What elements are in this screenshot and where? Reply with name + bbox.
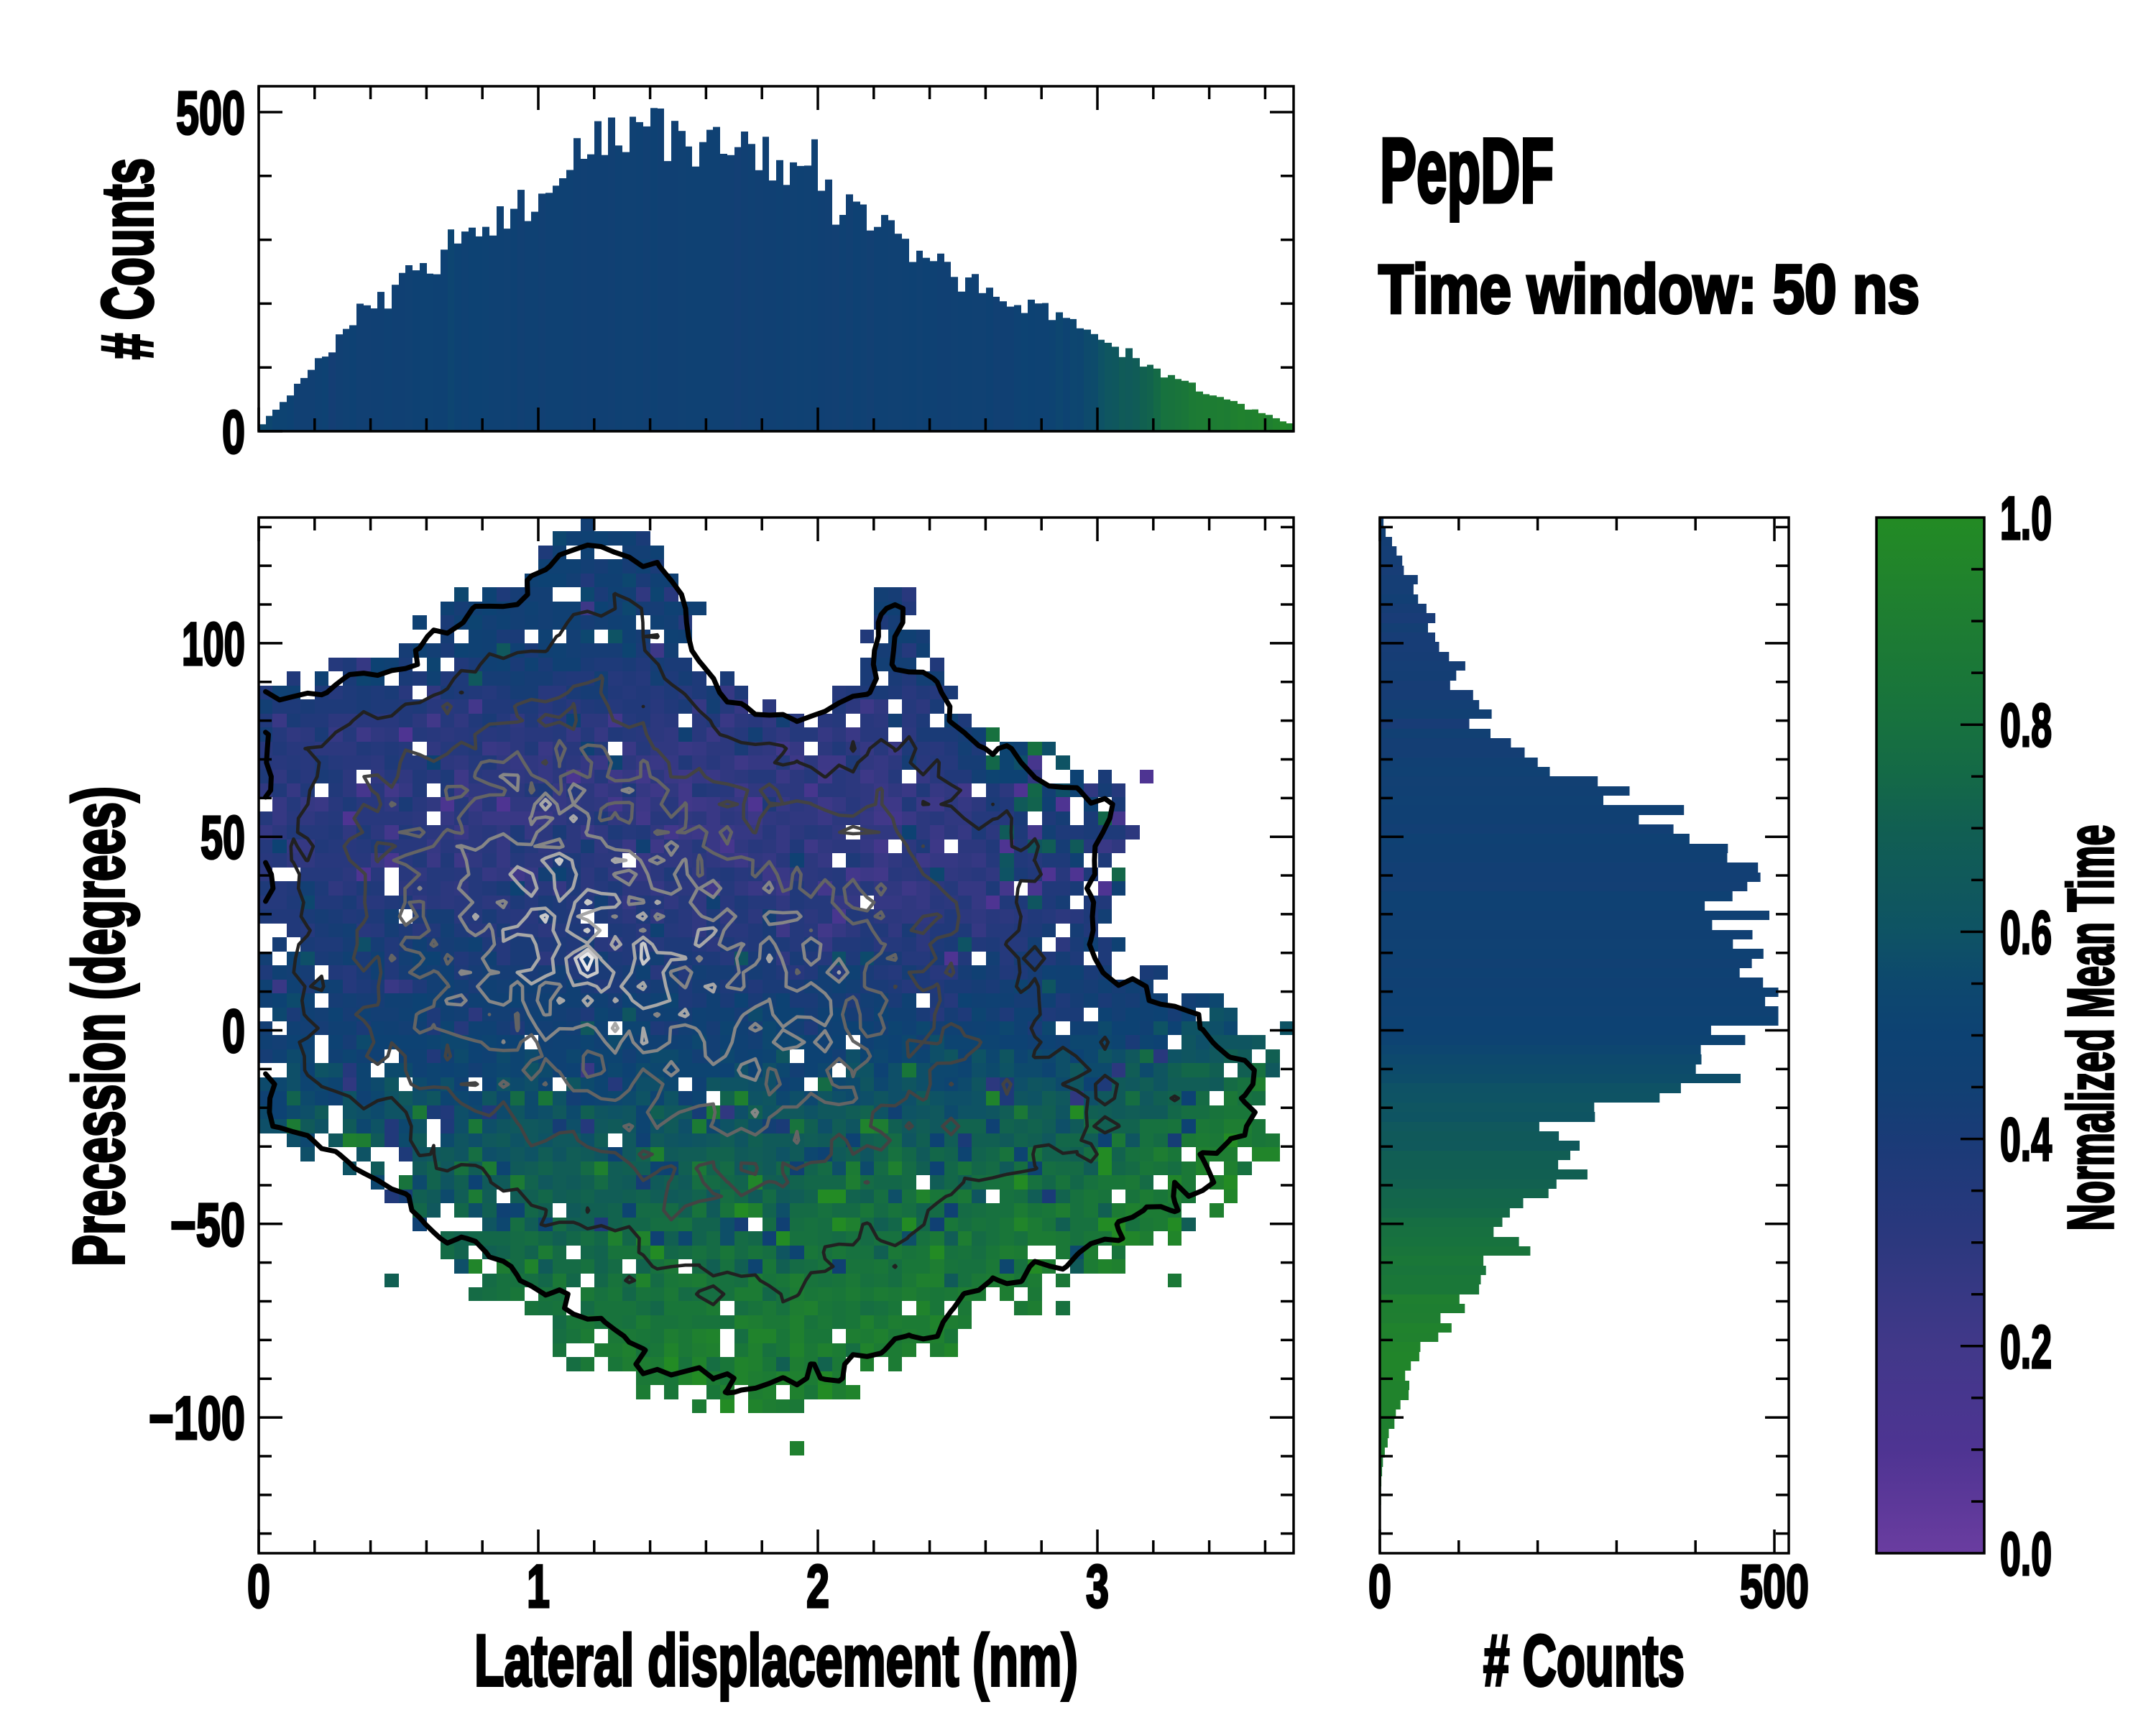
svg-text:0.0: 0.0 bbox=[2000, 1520, 2052, 1588]
svg-text:500: 500 bbox=[1740, 1552, 1809, 1620]
svg-text:0.6: 0.6 bbox=[2000, 898, 2052, 966]
svg-text:0.2: 0.2 bbox=[2000, 1313, 2052, 1381]
svg-text:1.0: 1.0 bbox=[2000, 484, 2052, 552]
svg-text:PepDF: PepDF bbox=[1380, 119, 1554, 221]
svg-text:500: 500 bbox=[176, 79, 245, 147]
svg-text:100: 100 bbox=[182, 610, 245, 678]
svg-text:0: 0 bbox=[1368, 1552, 1391, 1620]
svg-text:0: 0 bbox=[222, 398, 245, 466]
svg-text:0: 0 bbox=[247, 1552, 270, 1620]
svg-text:0.8: 0.8 bbox=[2000, 691, 2052, 759]
svg-text:3: 3 bbox=[1086, 1552, 1109, 1620]
svg-text:1: 1 bbox=[527, 1552, 550, 1620]
svg-text:Precession (degrees): Precession (degrees) bbox=[59, 786, 139, 1266]
svg-text:Normalized Mean Time: Normalized Mean Time bbox=[2055, 825, 2127, 1231]
svg-text:Lateral displacement (nm): Lateral displacement (nm) bbox=[474, 1621, 1078, 1701]
svg-text:# Counts: # Counts bbox=[88, 158, 168, 359]
svg-text:# Counts: # Counts bbox=[1483, 1621, 1685, 1701]
svg-text:2: 2 bbox=[806, 1552, 829, 1620]
svg-text:0: 0 bbox=[222, 998, 245, 1065]
svg-text:−100: −100 bbox=[149, 1384, 245, 1452]
svg-text:50: 50 bbox=[201, 804, 245, 871]
svg-text:Time window: 50 ns: Time window: 50 ns bbox=[1378, 251, 1920, 328]
svg-text:−50: −50 bbox=[170, 1191, 245, 1259]
svg-text:0.4: 0.4 bbox=[2000, 1106, 2052, 1174]
